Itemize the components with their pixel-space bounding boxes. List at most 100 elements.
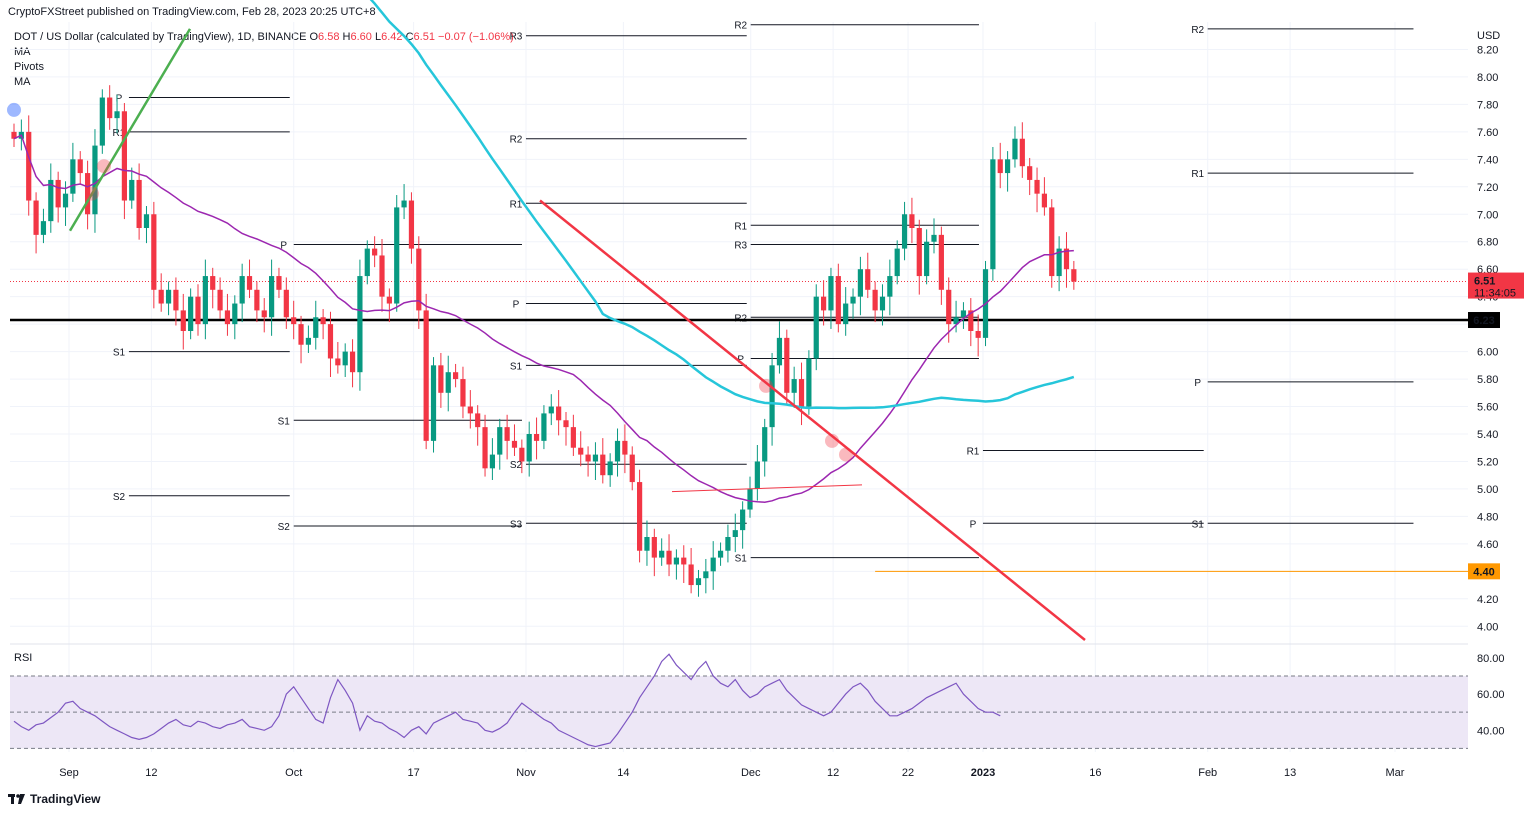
candle-down [195, 296, 201, 325]
candle-down [438, 365, 444, 393]
level-price-label: 6.23 [1473, 315, 1494, 327]
candle-down [916, 228, 922, 277]
pivot-label: S1 [510, 361, 523, 372]
candle-up [239, 276, 245, 304]
ohlc-open-label: O [309, 31, 319, 43]
y-tick-label: 5.60 [1477, 402, 1498, 414]
candle-down [327, 324, 334, 359]
candle-down [997, 159, 1003, 174]
candle-up [489, 454, 495, 469]
candle-up [894, 248, 900, 277]
candle-down [909, 214, 915, 228]
candle-up [445, 372, 451, 393]
x-tick-label: 22 [902, 767, 914, 779]
candle-up [364, 248, 370, 277]
y-tick-label: 5.80 [1477, 374, 1498, 386]
touch-marker [839, 447, 853, 462]
candle-down [408, 200, 415, 249]
candle-down [1027, 166, 1033, 180]
candle-up [695, 578, 702, 586]
pivot-label: R1 [510, 199, 523, 210]
x-tick-label: Oct [285, 767, 302, 779]
candle-down [688, 564, 694, 586]
candle-down [246, 276, 253, 290]
rsi-pane-label: RSI [14, 652, 33, 664]
pivot-label: S2 [278, 522, 291, 533]
candle-down [26, 131, 32, 201]
candle-down [651, 537, 657, 558]
pivot-label: S1 [113, 348, 126, 359]
x-tick-label: 16 [1089, 767, 1101, 779]
candle-up [850, 296, 856, 304]
pivot-label: R3 [734, 240, 747, 251]
x-tick-label: 12 [145, 767, 157, 779]
y-tick-label: 7.80 [1477, 99, 1498, 111]
pivot-label: R1 [113, 128, 126, 139]
candle-down [1049, 207, 1055, 277]
x-tick-label: Nov [516, 767, 536, 779]
candle-down [585, 454, 591, 462]
ohlc-low-value: 6.42 [381, 31, 403, 43]
pivot-label: S1 [278, 416, 291, 427]
candle-up [143, 214, 150, 228]
candle-down [55, 179, 61, 208]
candle-up [931, 234, 937, 242]
candle-down [423, 310, 429, 441]
candle-down [151, 214, 157, 290]
candle-down [563, 420, 569, 428]
y-tick-label: 6.80 [1477, 237, 1498, 249]
candle-up [747, 488, 753, 510]
y-tick-label: 4.60 [1477, 539, 1498, 551]
candle-up [828, 276, 834, 311]
candle-up [960, 310, 967, 318]
tradingview-brand: TradingView [8, 792, 100, 806]
candle-down [533, 434, 540, 441]
pivot-label: R1 [1191, 169, 1204, 180]
candle-up [232, 303, 238, 325]
candle-up [526, 434, 532, 462]
candle-up [813, 296, 819, 359]
candle-down [556, 406, 562, 421]
candle-down [379, 255, 385, 297]
horizontal-levels [10, 281, 1468, 572]
y-tick-label: 5.20 [1477, 456, 1498, 468]
x-tick-label: 14 [617, 767, 629, 779]
candle-down [210, 276, 216, 290]
candle-up [673, 557, 679, 565]
candle-down [475, 413, 481, 428]
candle-up [725, 537, 731, 551]
candle-up [62, 193, 69, 208]
candle-up [776, 337, 783, 366]
pivot-label: P [280, 240, 287, 251]
candle-down [578, 447, 584, 455]
symbol-label[interactable]: DOT / US Dollar (calculated by TradingVi… [14, 31, 307, 43]
candle-down [570, 427, 576, 448]
last-price-tag [1468, 272, 1524, 299]
legend-item-pivots[interactable]: Pivots [14, 61, 44, 73]
pivot-label: S2 [510, 460, 523, 471]
candle-down [320, 317, 326, 325]
candle-down [975, 331, 981, 338]
candle-up [710, 557, 716, 572]
candle-up [887, 276, 893, 297]
ohlc-low-label: L [374, 31, 382, 43]
pivot-label: R1 [967, 446, 980, 457]
candle-down [681, 557, 687, 565]
candle-up [1012, 138, 1018, 160]
candle-up [129, 179, 135, 201]
candle-down [835, 276, 841, 325]
pivot-levels: P R1 S1 S2 P S1 S2 R3 R2 R1 P S1 S2 S3 R2 R1 R3 R2 P S1 R1 P R… [113, 21, 1414, 565]
x-tick-label: Mar [1386, 767, 1405, 779]
x-tick-label: 17 [407, 767, 419, 779]
y-tick-label: 8.00 [1477, 72, 1498, 84]
candle-down [158, 289, 164, 304]
candle-down [968, 310, 974, 331]
candle-down [938, 234, 944, 290]
tradingview-brand-text: TradingView [30, 792, 101, 806]
pivot-label: P [970, 519, 977, 530]
legend-item-ma-2[interactable]: MA [14, 76, 31, 88]
publisher-line: CryptoFXStreet published on TradingView.… [8, 6, 376, 18]
candle-down [173, 289, 179, 311]
ma-slow-line [369, 0, 1075, 410]
